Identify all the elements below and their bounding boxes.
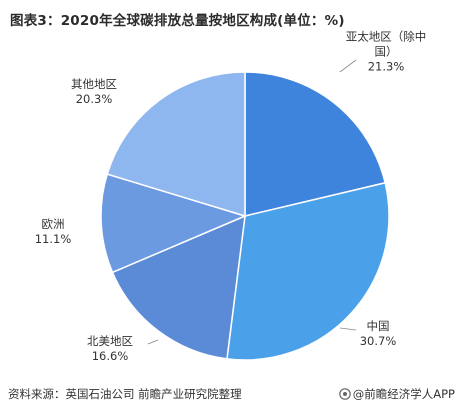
pie-slice-5 [106,71,246,218]
brand-logo-icon [338,388,351,400]
slice-name-label-5-line-1: 其他地区 [71,77,117,91]
slice-value-label-5: 20.3% [76,92,113,106]
pie-slice-3 [111,214,246,360]
pie-slice-2 [226,181,390,361]
slice-name-label-4-line-1: 欧洲 [42,217,65,231]
slice-name-label-1-line-1: 亚太地区（除中 [346,30,427,44]
source-note: 资料来源：英国石油公司 前瞻产业研究院整理 [8,387,242,401]
slice-value-label-4: 11.1% [35,232,72,246]
slice-name-label-2-line-1: 中国 [367,319,390,333]
slice-name-label-1-line-2: 国） [375,45,398,59]
slice-value-label-2: 30.7% [360,334,397,348]
chart-title: 图表3：2020年全球碳排放总量按地区构成(单位：%) [10,13,345,29]
leader-line-2 [339,327,357,331]
leader-lines [147,59,357,345]
pie-slice-1 [244,71,387,217]
slice-name-label-3-line-1: 北美地区 [87,334,133,348]
brand-text: @前瞻经济学人APP [352,387,455,401]
leader-line-3 [147,339,159,345]
slice-value-label-1: 21.3% [368,60,405,74]
slice-value-label-3: 16.6% [92,349,129,363]
leader-line-1 [339,59,357,73]
pie-slice-4 [100,173,248,274]
brand-credit: @前瞻经济学人APP [338,386,455,402]
pie-slices [100,71,390,361]
